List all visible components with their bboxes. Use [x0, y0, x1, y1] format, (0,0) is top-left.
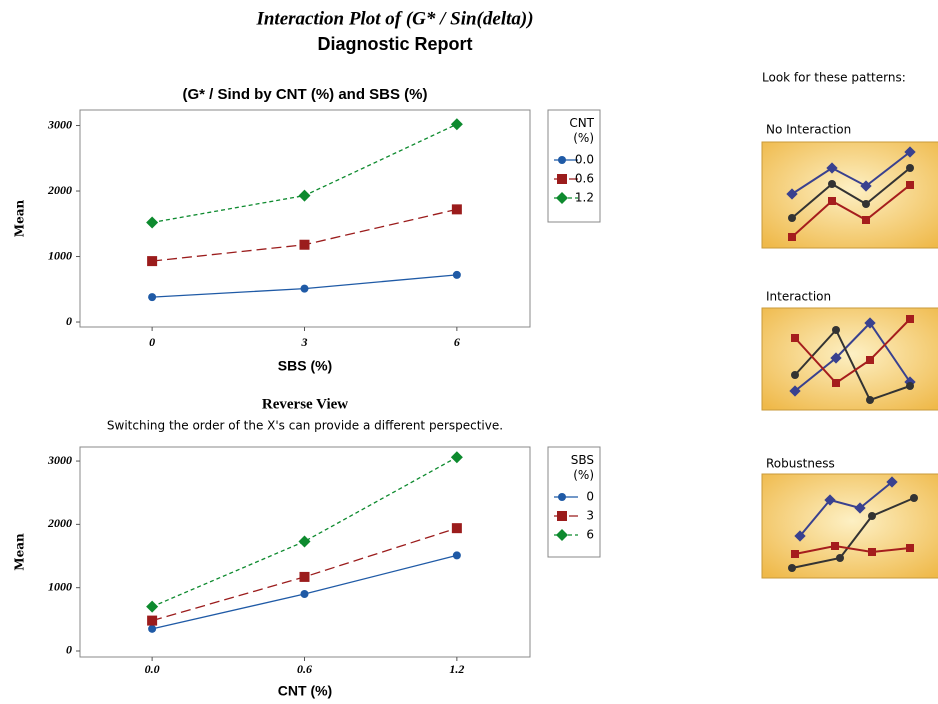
x-tick-label: 0 [149, 335, 155, 349]
marker [450, 451, 463, 464]
legend-label: 1.2 [575, 191, 594, 205]
marker [450, 118, 463, 131]
legend-label: 0.6 [575, 172, 594, 186]
chart-title: Reverse View [262, 396, 348, 412]
legend-marker [556, 529, 568, 541]
legend-label: 0 [586, 490, 594, 504]
series-line [152, 208, 458, 262]
marker [146, 216, 159, 229]
legend-marker [557, 174, 567, 184]
y-tick-label: 1000 [48, 248, 72, 262]
marker [298, 535, 311, 548]
x-tick-label: 0.6 [297, 662, 312, 676]
series-line [152, 123, 458, 224]
plot-frame [79, 109, 531, 328]
marker [300, 590, 309, 599]
marker [146, 600, 159, 613]
legend-marker [557, 511, 567, 521]
patterns-heading: Look for these patterns: [762, 71, 906, 85]
x-tick-label: 3 [300, 335, 307, 349]
y-tick-label: 1000 [48, 579, 72, 593]
x-tick-label: 0.0 [145, 662, 160, 676]
legend-label: 6 [586, 528, 594, 542]
y-tick-label: 3000 [47, 453, 72, 467]
marker [299, 571, 310, 582]
series-line [151, 456, 458, 608]
y-tick-label: 2000 [47, 516, 72, 530]
y-axis-label: Mean [13, 200, 27, 238]
marker [452, 270, 461, 279]
legend-box [547, 446, 601, 558]
marker [147, 615, 158, 626]
pattern-label: No Interaction [766, 123, 851, 137]
x-axis-label: CNT (%) [278, 683, 332, 699]
legend-box [547, 109, 601, 223]
report-title: Interaction Plot of (G* / Sin(delta)) [255, 8, 533, 29]
y-axis-label: Mean [13, 533, 27, 571]
legend-title: SBS (%) [570, 453, 594, 482]
pattern-label: Interaction [766, 290, 831, 304]
pattern-label: Robustness [766, 457, 835, 471]
pattern-thumbnail [761, 307, 938, 411]
legend-title: CNT (%) [569, 116, 594, 145]
marker [451, 204, 462, 215]
chart-subtitle: Switching the order of the X's can provi… [107, 419, 503, 433]
marker [451, 523, 462, 534]
marker [148, 624, 157, 633]
marker [147, 256, 158, 267]
legend-label: 0.0 [575, 153, 594, 167]
legend-label: 3 [586, 509, 594, 523]
x-tick-label: 1.2 [449, 662, 464, 676]
marker [298, 189, 311, 202]
pattern-thumbnail [761, 473, 938, 579]
marker [299, 239, 310, 250]
y-tick-label: 2000 [47, 183, 72, 197]
y-tick-label: 0 [66, 643, 72, 657]
legend-marker [558, 156, 566, 164]
legend-marker [556, 192, 568, 204]
legend-marker [558, 493, 566, 501]
y-tick-label: 3000 [47, 117, 72, 131]
y-tick-label: 0 [66, 314, 72, 328]
plot-frame [79, 446, 531, 658]
chart-title: (G* / Sind by CNT (%) and SBS (%) [182, 86, 427, 103]
marker [452, 551, 461, 560]
report-subtitle: Diagnostic Report [317, 34, 472, 54]
pattern-thumbnail [761, 141, 938, 249]
x-tick-label: 6 [454, 335, 460, 349]
x-axis-label: SBS (%) [278, 358, 332, 374]
marker [148, 293, 157, 302]
marker [300, 284, 309, 293]
